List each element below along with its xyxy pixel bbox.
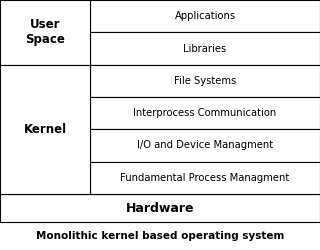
Bar xyxy=(90,162,320,194)
Text: Monolithic kernel based operating system: Monolithic kernel based operating system xyxy=(36,231,284,241)
Text: User
Space: User Space xyxy=(25,18,65,46)
Text: I/O and Device Managment: I/O and Device Managment xyxy=(137,140,273,150)
Text: Fundamental Process Managment: Fundamental Process Managment xyxy=(120,173,290,183)
Text: Applications: Applications xyxy=(174,11,236,21)
Bar xyxy=(0,65,90,194)
Bar xyxy=(90,129,320,162)
Text: Interprocess Communication: Interprocess Communication xyxy=(133,108,276,118)
Text: Libraries: Libraries xyxy=(183,44,227,54)
Bar xyxy=(0,0,90,65)
Text: File Systems: File Systems xyxy=(174,76,236,86)
Bar xyxy=(90,0,320,32)
Text: Kernel: Kernel xyxy=(23,123,67,136)
Bar xyxy=(90,65,320,97)
Bar xyxy=(90,32,320,65)
Bar xyxy=(90,97,320,129)
Text: Hardware: Hardware xyxy=(126,202,194,214)
Bar xyxy=(0,194,320,222)
